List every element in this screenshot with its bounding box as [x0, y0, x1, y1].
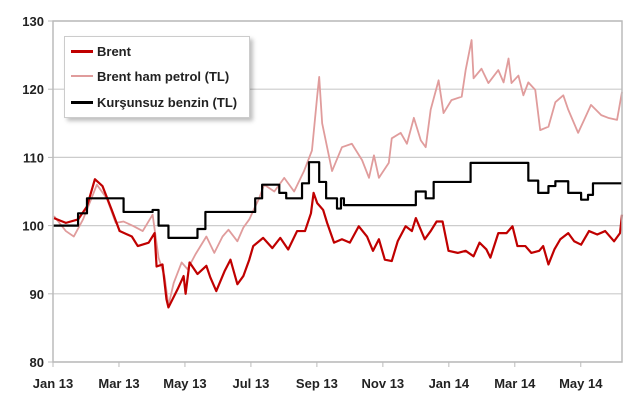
- y-tick-label: 80: [30, 355, 44, 370]
- legend-item-benzin: Kurşunsuz benzin (TL): [71, 92, 237, 112]
- series-line-2: [53, 161, 622, 239]
- x-tick-label: Mar 13: [98, 376, 139, 391]
- x-tick-label: May 13: [163, 376, 206, 391]
- legend-label-benzin: Kurşunsuz benzin (TL): [97, 94, 238, 110]
- y-tick-label: 100: [22, 219, 44, 234]
- legend-swatch-benzin: [71, 100, 93, 104]
- legend: Brent Brent ham petrol (TL) Kurşunsuz be…: [64, 36, 250, 118]
- legend-item-brent: Brent: [71, 41, 131, 61]
- y-tick-label: 130: [22, 14, 44, 29]
- x-tick-label: Mar 14: [494, 376, 536, 391]
- legend-item-brent-tl: Brent ham petrol (TL): [71, 66, 229, 86]
- series-line-0: [53, 178, 624, 309]
- legend-label-brent-tl: Brent ham petrol (TL): [97, 68, 230, 84]
- x-tick-label: Nov 13: [362, 376, 405, 391]
- y-tick-label: 110: [23, 150, 44, 165]
- x-tick-label: Sep 13: [296, 376, 338, 391]
- x-tick-label: Jul 13: [232, 376, 269, 391]
- y-tick-label: 90: [30, 287, 44, 302]
- x-tick-label: May 14: [559, 376, 603, 391]
- y-axis-ticks: 80 90 100 110 120 130: [22, 14, 53, 370]
- legend-swatch-brent-tl: [71, 75, 93, 77]
- series-lines: [53, 39, 624, 309]
- x-tick-label: Jan 13: [33, 376, 73, 391]
- x-tick-label: Jan 14: [429, 376, 470, 391]
- x-axis-ticks: Jan 13 Mar 13 May 13 Jul 13 Sep 13 Nov 13 Jan …: [33, 362, 603, 391]
- legend-label-brent: Brent: [97, 43, 131, 59]
- legend-swatch-brent: [71, 49, 93, 53]
- y-tick-label: 120: [22, 82, 44, 97]
- plot-frame: [52, 20, 623, 363]
